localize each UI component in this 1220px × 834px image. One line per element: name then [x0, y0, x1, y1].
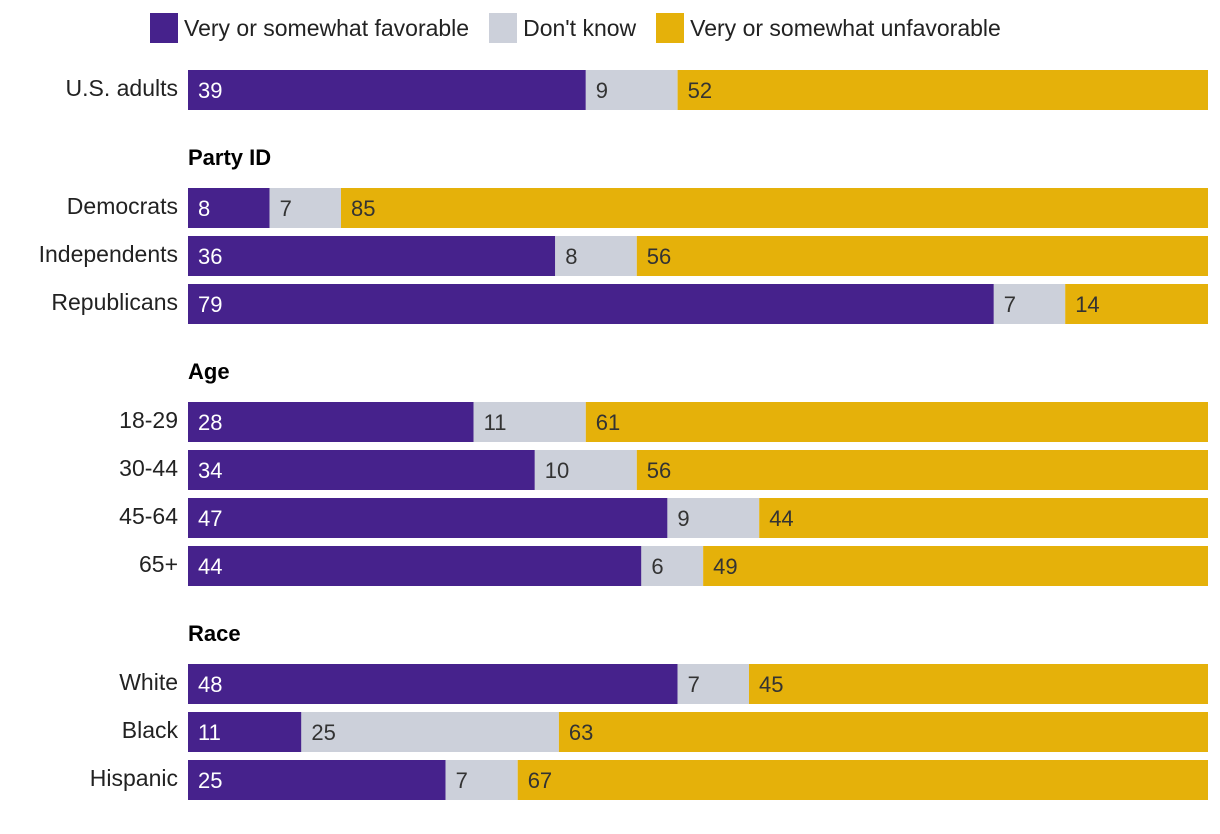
data-label: 8: [198, 196, 210, 221]
row-label: Democrats: [67, 193, 178, 219]
data-label: 49: [713, 554, 737, 579]
chart-legend: Very or somewhat favorable Don't know Ve…: [150, 12, 1021, 44]
data-label: 11: [198, 720, 221, 745]
data-label: 39: [198, 78, 222, 103]
bar-unfavorable: [636, 236, 1208, 276]
row-label: Independents: [39, 241, 178, 267]
row-label: Hispanic: [90, 765, 178, 791]
data-label: 56: [647, 458, 671, 483]
bar-unfavorable: [703, 546, 1208, 586]
data-label: 56: [647, 244, 671, 269]
row-label: White: [119, 669, 178, 695]
bar-unfavorable: [517, 760, 1208, 800]
legend-label-favorable: Very or somewhat favorable: [184, 14, 470, 41]
data-label: 8: [565, 244, 577, 269]
group-title: Race: [188, 621, 241, 646]
data-label: 52: [688, 78, 712, 103]
legend-item-favorable: Very or somewhat favorable: [150, 13, 469, 43]
bar-dont-know: [473, 402, 586, 442]
data-label: 47: [198, 506, 222, 531]
bar-dont-know: [993, 284, 1066, 324]
row-label: Republicans: [51, 289, 178, 315]
data-label: 25: [311, 720, 335, 745]
bar-unfavorable: [558, 712, 1208, 752]
row-label: 18-29: [119, 407, 178, 433]
data-label: 9: [677, 506, 689, 531]
legend-label-unfavorable: Very or somewhat unfavorable: [690, 14, 1001, 41]
legend-label-dont-know: Don't know: [523, 14, 637, 41]
bar-favorable: [188, 188, 270, 228]
data-label: 79: [198, 292, 222, 317]
row-label: Black: [122, 717, 179, 743]
data-label: 44: [769, 506, 793, 531]
data-label: 9: [596, 78, 608, 103]
data-label: 85: [351, 196, 375, 221]
data-label: 61: [596, 410, 620, 435]
bar-dont-know: [445, 760, 518, 800]
bar-unfavorable: [341, 188, 1208, 228]
bar-favorable: [188, 664, 678, 704]
bar-dont-know: [269, 188, 341, 228]
bar-unfavorable: [1065, 284, 1208, 324]
bar-favorable: [188, 284, 994, 324]
bar-dont-know: [534, 450, 637, 490]
row-label: 30-44: [119, 455, 178, 481]
bar-favorable: [188, 402, 474, 442]
bar-dont-know: [555, 236, 637, 276]
row-label: 65+: [139, 551, 178, 577]
data-label: 11: [484, 410, 507, 435]
bar-unfavorable: [636, 450, 1208, 490]
legend-item-dont-know: Don't know: [489, 13, 636, 43]
data-label: 6: [651, 554, 663, 579]
data-label: 45: [759, 672, 783, 697]
bar-dont-know: [641, 546, 704, 586]
group-title: Party ID: [188, 145, 271, 170]
bar-favorable: [188, 760, 446, 800]
bar-unfavorable: [585, 402, 1208, 442]
bar-unfavorable: [677, 70, 1208, 110]
bar-favorable: [188, 236, 556, 276]
bar-unfavorable: [749, 664, 1208, 704]
group-title: Age: [188, 359, 230, 384]
data-label: 7: [688, 672, 700, 697]
data-label: 7: [1004, 292, 1016, 317]
legend-swatch-unfavorable: [656, 13, 685, 43]
data-label: 67: [528, 768, 552, 793]
data-label: 28: [198, 410, 222, 435]
data-label: 14: [1075, 292, 1099, 317]
data-label: 10: [545, 458, 569, 483]
data-label: 34: [198, 458, 222, 483]
data-label: 7: [280, 196, 292, 221]
legend-item-unfavorable: Very or somewhat unfavorable: [656, 13, 1001, 43]
bar-dont-know: [585, 70, 678, 110]
legend-swatch-dont-know: [489, 13, 518, 43]
bar-favorable: [188, 450, 535, 490]
bar-favorable: [188, 70, 586, 110]
bar-dont-know: [667, 498, 760, 538]
legend-swatch-favorable: [150, 13, 178, 43]
bar-favorable: [188, 712, 302, 752]
data-label: 25: [198, 768, 222, 793]
bar-dont-know: [677, 664, 749, 704]
row-label: 45-64: [119, 503, 178, 529]
bar-dont-know: [301, 712, 559, 752]
data-label: 36: [198, 244, 222, 269]
data-label: 7: [456, 768, 468, 793]
bar-favorable: [188, 498, 668, 538]
row-label: U.S. adults: [66, 75, 179, 101]
data-label: 48: [198, 672, 222, 697]
bar-unfavorable: [759, 498, 1208, 538]
data-label: 44: [198, 554, 222, 579]
data-label: 63: [569, 720, 593, 745]
bar-favorable: [188, 546, 642, 586]
